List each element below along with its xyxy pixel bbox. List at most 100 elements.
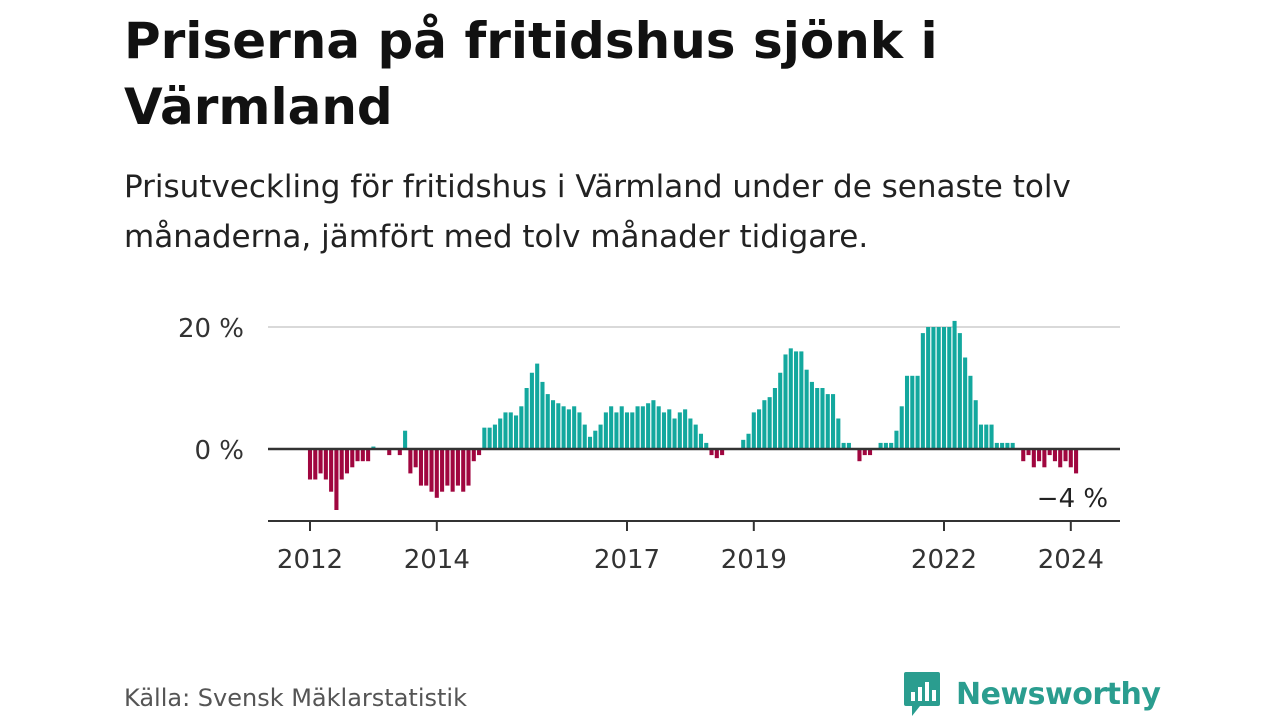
bar[interactable]: [366, 449, 371, 462]
bar[interactable]: [508, 412, 513, 449]
bar[interactable]: [799, 351, 804, 449]
bar[interactable]: [984, 424, 989, 449]
bar[interactable]: [323, 449, 328, 480]
bar[interactable]: [778, 372, 783, 449]
bar[interactable]: [1005, 442, 1010, 449]
bar[interactable]: [545, 394, 550, 449]
bar[interactable]: [646, 403, 651, 449]
newsworthy-logo[interactable]: Newsworthy: [902, 670, 1161, 718]
bar[interactable]: [947, 327, 952, 449]
bar[interactable]: [889, 442, 894, 449]
bar[interactable]: [635, 406, 640, 449]
bar[interactable]: [677, 412, 682, 449]
bar[interactable]: [746, 433, 751, 449]
bar[interactable]: [1031, 449, 1036, 468]
bar[interactable]: [1010, 442, 1015, 449]
bar[interactable]: [915, 375, 920, 449]
bar[interactable]: [804, 369, 809, 449]
bar[interactable]: [614, 412, 619, 449]
bar[interactable]: [667, 409, 672, 449]
bar[interactable]: [466, 449, 471, 486]
bar[interactable]: [498, 418, 503, 450]
bar[interactable]: [809, 381, 814, 449]
bar[interactable]: [709, 449, 714, 456]
bar[interactable]: [783, 354, 788, 449]
bar[interactable]: [899, 406, 904, 449]
bar[interactable]: [698, 433, 704, 449]
bar[interactable]: [487, 427, 492, 449]
bar[interactable]: [609, 406, 614, 449]
bar[interactable]: [577, 412, 582, 449]
bar[interactable]: [1058, 449, 1063, 468]
bar[interactable]: [471, 449, 476, 462]
bar[interactable]: [1047, 449, 1052, 456]
bar[interactable]: [704, 442, 709, 449]
bar[interactable]: [1000, 442, 1005, 449]
bar[interactable]: [904, 375, 910, 449]
bar[interactable]: [329, 449, 334, 492]
bar[interactable]: [957, 333, 962, 449]
bar[interactable]: [772, 388, 777, 449]
bar[interactable]: [524, 388, 529, 449]
bar[interactable]: [403, 430, 408, 449]
bar[interactable]: [741, 439, 746, 449]
bar[interactable]: [355, 449, 360, 462]
bar[interactable]: [989, 424, 994, 449]
bar[interactable]: [931, 327, 936, 449]
bar[interactable]: [529, 372, 534, 449]
bar[interactable]: [867, 449, 873, 456]
bar[interactable]: [720, 449, 725, 456]
bar[interactable]: [963, 357, 968, 450]
bar[interactable]: [360, 449, 365, 462]
bar[interactable]: [603, 412, 608, 449]
bar[interactable]: [672, 418, 677, 450]
bar[interactable]: [862, 449, 867, 456]
bar[interactable]: [619, 406, 624, 449]
bar[interactable]: [350, 449, 355, 468]
bar[interactable]: [424, 449, 429, 486]
bar[interactable]: [482, 427, 487, 449]
bar[interactable]: [313, 449, 318, 480]
bar[interactable]: [561, 406, 566, 449]
bar[interactable]: [418, 449, 423, 486]
bar[interactable]: [307, 449, 313, 480]
bar[interactable]: [651, 400, 656, 449]
bar[interactable]: [926, 327, 931, 449]
bar[interactable]: [683, 409, 688, 449]
bar[interactable]: [920, 333, 925, 449]
bar[interactable]: [535, 363, 540, 449]
bar[interactable]: [973, 400, 978, 449]
bar[interactable]: [688, 418, 693, 450]
bar[interactable]: [477, 449, 482, 456]
bar[interactable]: [762, 400, 767, 449]
bar[interactable]: [540, 381, 545, 449]
bar[interactable]: [434, 449, 439, 498]
bar[interactable]: [841, 442, 846, 449]
bar[interactable]: [413, 449, 418, 468]
bar[interactable]: [455, 449, 460, 486]
bar[interactable]: [556, 403, 561, 449]
bar[interactable]: [408, 449, 413, 474]
bar[interactable]: [519, 406, 524, 449]
bar[interactable]: [910, 375, 915, 449]
bar[interactable]: [461, 449, 466, 492]
bar[interactable]: [820, 388, 825, 449]
bar[interactable]: [587, 436, 593, 449]
bar[interactable]: [339, 449, 344, 480]
bar[interactable]: [757, 409, 762, 449]
bar[interactable]: [794, 351, 799, 449]
bar[interactable]: [846, 442, 851, 449]
bar[interactable]: [1037, 449, 1042, 462]
bar[interactable]: [514, 415, 519, 449]
bar[interactable]: [994, 442, 999, 449]
bar[interactable]: [572, 406, 577, 449]
bar[interactable]: [318, 449, 323, 474]
bar[interactable]: [936, 327, 941, 449]
bar[interactable]: [767, 397, 772, 449]
bar[interactable]: [1063, 449, 1068, 462]
bar[interactable]: [334, 449, 339, 510]
bar[interactable]: [857, 449, 862, 462]
bar[interactable]: [714, 449, 719, 459]
bar[interactable]: [344, 449, 350, 474]
bar[interactable]: [1068, 449, 1073, 468]
